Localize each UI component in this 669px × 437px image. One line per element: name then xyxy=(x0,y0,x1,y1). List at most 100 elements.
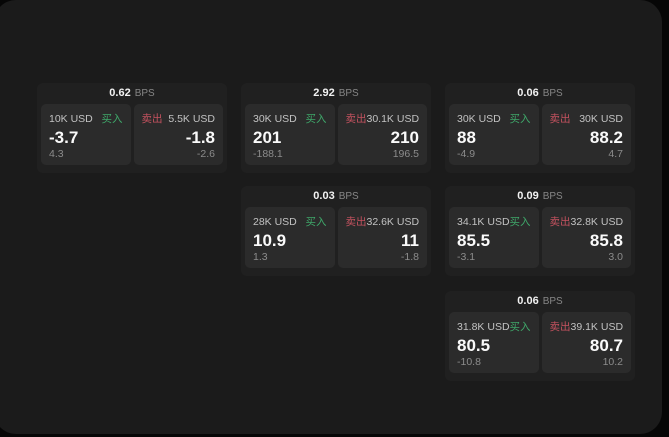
buy-amount-label: 10K USD xyxy=(49,112,93,125)
sell-quote-tile[interactable]: 卖出 30.1K USD 210 196.5 xyxy=(337,104,427,165)
quote-card-body: 31.8K USD 买入 80.5 -10.8 卖出 39.1K USD 80.… xyxy=(445,312,635,377)
sell-quote-tile[interactable]: 卖出 30K USD 88.2 4.7 xyxy=(541,104,631,165)
sell-tile-header: 卖出 5.5K USD xyxy=(142,111,216,126)
buy-side-label: 买入 xyxy=(509,216,531,228)
buy-amount-label: 31.8K USD xyxy=(457,320,510,333)
bps-header: 0.06 BPS xyxy=(445,83,635,104)
sell-amount-label: 30.1K USD xyxy=(366,112,420,125)
buy-side-label: 买入 xyxy=(101,113,123,125)
buy-tile-header: 10K USD 买入 xyxy=(49,111,123,126)
sell-amount-label: 39.1K USD xyxy=(570,320,624,333)
sell-price-value: 210 xyxy=(390,127,419,147)
sell-quote-tile[interactable]: 卖出 39.1K USD 80.7 10.2 xyxy=(541,312,631,373)
sell-side-label: 卖出 xyxy=(549,216,571,228)
quote-card: 0.06 BPS 31.8K USD 买入 80.5 -10.8 卖出 39.1… xyxy=(445,291,635,381)
bps-value: 2.92 xyxy=(313,87,335,99)
sell-tile-header: 卖出 39.1K USD xyxy=(550,319,624,334)
quote-card-body: 34.1K USD 买入 85.5 -3.1 卖出 32.8K USD 85.8… xyxy=(445,207,635,272)
bps-header: 0.09 BPS xyxy=(445,186,635,207)
quote-card: 0.06 BPS 30K USD 买入 88 -4.9 卖出 30K USD 8… xyxy=(445,83,635,173)
buy-tile-header: 30K USD 买入 xyxy=(457,111,531,126)
quote-card-body: 30K USD 买入 201 -188.1 卖出 30.1K USD 210 1… xyxy=(241,104,431,169)
sell-delta-value: -1.8 xyxy=(400,250,419,263)
sell-side-label: 卖出 xyxy=(141,113,163,125)
sell-side-label: 卖出 xyxy=(549,113,571,125)
sell-price-value: 80.7 xyxy=(589,335,623,355)
buy-quote-tile[interactable]: 34.1K USD 买入 85.5 -3.1 xyxy=(449,207,539,268)
quote-card: 2.92 BPS 30K USD 买入 201 -188.1 卖出 30.1K … xyxy=(241,83,431,173)
bps-unit-label: BPS xyxy=(338,88,359,99)
sell-price-value: 85.8 xyxy=(589,230,623,250)
buy-price-value: 88 xyxy=(457,127,476,147)
buy-side-label: 买入 xyxy=(305,216,327,228)
buy-quote-tile[interactable]: 30K USD 买入 88 -4.9 xyxy=(449,104,539,165)
buy-quote-tile[interactable]: 10K USD 买入 -3.7 4.3 xyxy=(41,104,131,165)
buy-delta-value: -188.1 xyxy=(253,147,283,160)
sell-quote-tile[interactable]: 卖出 32.6K USD 11 -1.8 xyxy=(337,207,427,268)
sell-quote-tile[interactable]: 卖出 32.8K USD 85.8 3.0 xyxy=(541,207,631,268)
buy-side-label: 买入 xyxy=(305,113,327,125)
buy-quote-tile[interactable]: 31.8K USD 买入 80.5 -10.8 xyxy=(449,312,539,373)
bps-header: 0.06 BPS xyxy=(445,291,635,312)
quote-card: 0.03 BPS 28K USD 买入 10.9 1.3 卖出 32.6K US… xyxy=(241,186,431,276)
bps-unit-label: BPS xyxy=(338,191,359,202)
sell-tile-header: 卖出 30K USD xyxy=(550,111,624,126)
bps-unit-label: BPS xyxy=(134,88,155,99)
sell-amount-label: 30K USD xyxy=(579,112,623,125)
quote-card-body: 10K USD 买入 -3.7 4.3 卖出 5.5K USD -1.8 -2.… xyxy=(37,104,227,169)
buy-delta-value: 1.3 xyxy=(253,250,268,263)
buy-tile-header: 31.8K USD 买入 xyxy=(457,319,531,334)
buy-side-label: 买入 xyxy=(509,113,531,125)
quote-card-body: 30K USD 买入 88 -4.9 卖出 30K USD 88.2 4.7 xyxy=(445,104,635,169)
sell-delta-value: 3.0 xyxy=(608,250,623,263)
bps-value: 0.06 xyxy=(517,87,539,99)
sell-side-label: 卖出 xyxy=(345,216,367,228)
buy-amount-label: 34.1K USD xyxy=(457,215,510,228)
bps-value: 0.09 xyxy=(517,190,539,202)
buy-amount-label: 30K USD xyxy=(457,112,501,125)
sell-quote-tile[interactable]: 卖出 5.5K USD -1.8 -2.6 xyxy=(133,104,223,165)
buy-tile-header: 28K USD 买入 xyxy=(253,214,327,229)
buy-price-value: 80.5 xyxy=(457,335,491,355)
quote-card: 0.09 BPS 34.1K USD 买入 85.5 -3.1 卖出 32.8K… xyxy=(445,186,635,276)
sell-amount-label: 5.5K USD xyxy=(168,112,215,125)
buy-price-value: 85.5 xyxy=(457,230,491,250)
buy-tile-header: 30K USD 买入 xyxy=(253,111,327,126)
bps-value: 0.62 xyxy=(109,87,131,99)
buy-side-label: 买入 xyxy=(509,321,531,333)
bps-value: 0.03 xyxy=(313,190,335,202)
buy-delta-value: 4.3 xyxy=(49,147,64,160)
buy-price-value: 201 xyxy=(253,127,282,147)
buy-amount-label: 30K USD xyxy=(253,112,297,125)
buy-delta-value: -3.1 xyxy=(457,250,476,263)
quote-card-body: 28K USD 买入 10.9 1.3 卖出 32.6K USD 11 -1.8 xyxy=(241,207,431,272)
bps-unit-label: BPS xyxy=(542,296,563,307)
sell-side-label: 卖出 xyxy=(345,113,367,125)
bps-unit-label: BPS xyxy=(542,88,563,99)
bps-unit-label: BPS xyxy=(542,191,563,202)
sell-price-value: 88.2 xyxy=(589,127,623,147)
buy-quote-tile[interactable]: 28K USD 买入 10.9 1.3 xyxy=(245,207,335,268)
sell-tile-header: 卖出 32.6K USD xyxy=(346,214,420,229)
bps-header: 0.62 BPS xyxy=(37,83,227,104)
buy-price-value: -3.7 xyxy=(49,127,79,147)
buy-price-value: 10.9 xyxy=(253,230,287,250)
bps-value: 0.06 xyxy=(517,295,539,307)
quote-card: 0.62 BPS 10K USD 买入 -3.7 4.3 卖出 5.5K USD… xyxy=(37,83,227,173)
buy-delta-value: -4.9 xyxy=(457,147,476,160)
sell-delta-value: -2.6 xyxy=(196,147,215,160)
sell-amount-label: 32.8K USD xyxy=(570,215,624,228)
buy-amount-label: 28K USD xyxy=(253,215,297,228)
bps-header: 0.03 BPS xyxy=(241,186,431,207)
sell-side-label: 卖出 xyxy=(549,321,571,333)
buy-delta-value: -10.8 xyxy=(457,355,481,368)
sell-tile-header: 卖出 30.1K USD xyxy=(346,111,420,126)
bps-header: 2.92 BPS xyxy=(241,83,431,104)
sell-price-value: 11 xyxy=(401,230,419,250)
buy-quote-tile[interactable]: 30K USD 买入 201 -188.1 xyxy=(245,104,335,165)
sell-tile-header: 卖出 32.8K USD xyxy=(550,214,624,229)
sell-delta-value: 10.2 xyxy=(602,355,623,368)
sell-price-value: -1.8 xyxy=(185,127,215,147)
sell-delta-value: 4.7 xyxy=(608,147,623,160)
